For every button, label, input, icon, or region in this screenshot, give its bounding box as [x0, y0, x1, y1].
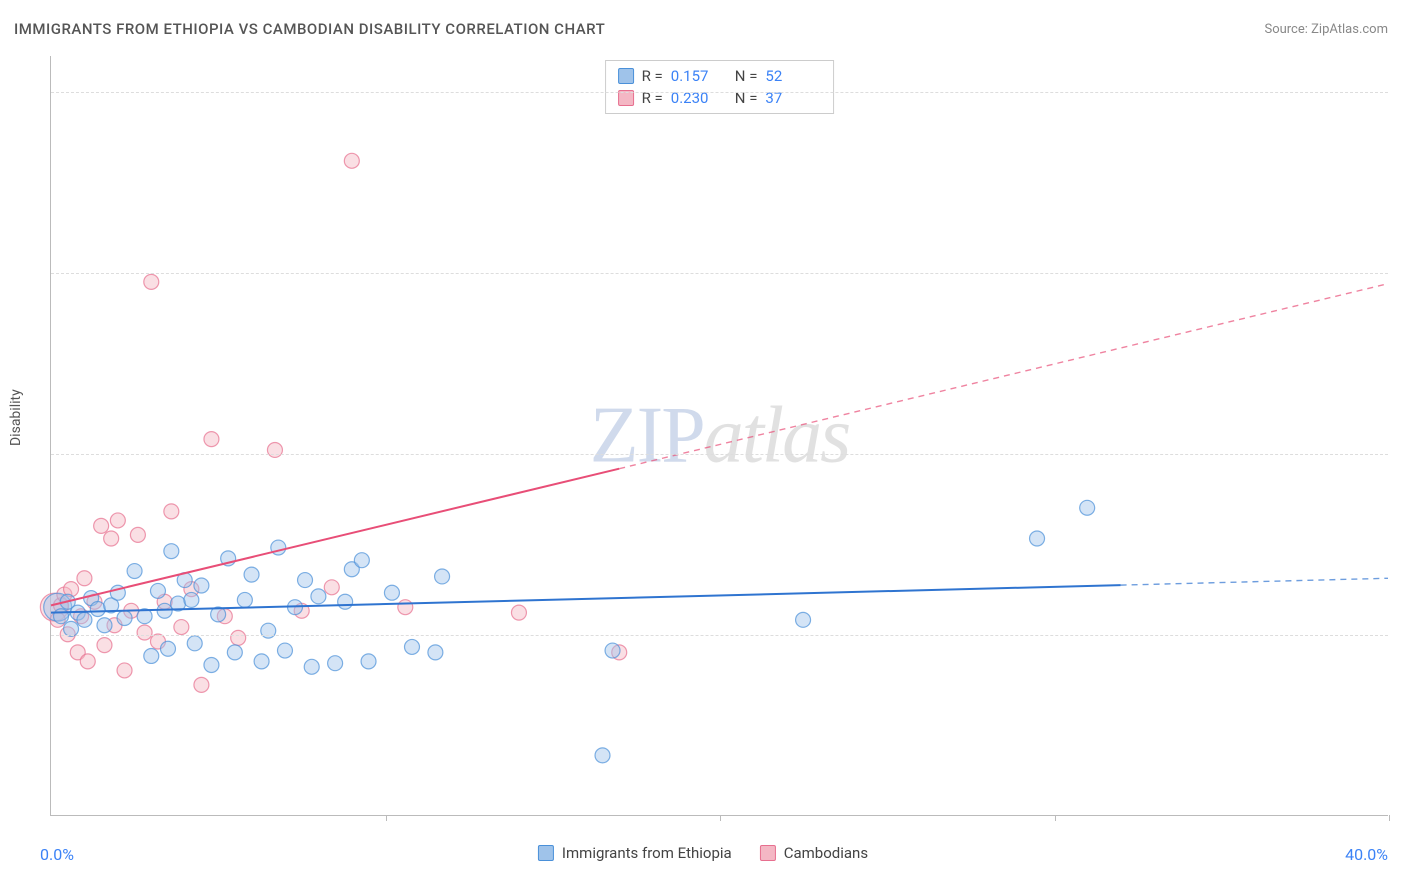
x-tick-0: 0.0%: [40, 845, 74, 864]
legend-row-cambodians: R = 0.230 N = 37: [618, 87, 822, 109]
swatch-ethiopia: [618, 68, 634, 84]
chart-title: IMMIGRANTS FROM ETHIOPIA VS CAMBODIAN DI…: [14, 20, 605, 38]
swatch-bottom-ethiopia: [538, 845, 554, 861]
legend-row-ethiopia: R = 0.157 N = 52: [618, 65, 822, 87]
legend-item-cambodians: Cambodians: [760, 844, 868, 862]
legend-series: Immigrants from Ethiopia Cambodians: [532, 842, 874, 864]
n-value-0: 52: [765, 67, 821, 85]
x-tick-2: 40.0%: [1345, 845, 1388, 864]
source-label: Source: ZipAtlas.com: [1264, 22, 1388, 37]
legend-label-cambodians: Cambodians: [784, 844, 868, 862]
y-tick-label: 40.0%: [1398, 83, 1406, 102]
plot-svg: [51, 56, 1388, 815]
y-tick-label: 30.0%: [1398, 264, 1406, 283]
r-label-0: R =: [642, 67, 663, 85]
plot-area: ZIPatlas R = 0.157 N = 52 R = 0.230 N = …: [50, 56, 1388, 816]
r-value-0: 0.157: [671, 67, 727, 85]
y-axis-label: Disability: [8, 389, 24, 446]
legend-correlation: R = 0.157 N = 52 R = 0.230 N = 37: [605, 60, 835, 114]
y-tick-label: 20.0%: [1398, 445, 1406, 464]
legend-item-ethiopia: Immigrants from Ethiopia: [538, 844, 732, 862]
n-label-0: N =: [735, 67, 758, 85]
y-tick-label: 10.0%: [1398, 626, 1406, 645]
chart-container: IMMIGRANTS FROM ETHIOPIA VS CAMBODIAN DI…: [0, 0, 1406, 892]
swatch-bottom-cambodians: [760, 845, 776, 861]
legend-label-ethiopia: Immigrants from Ethiopia: [562, 844, 732, 862]
